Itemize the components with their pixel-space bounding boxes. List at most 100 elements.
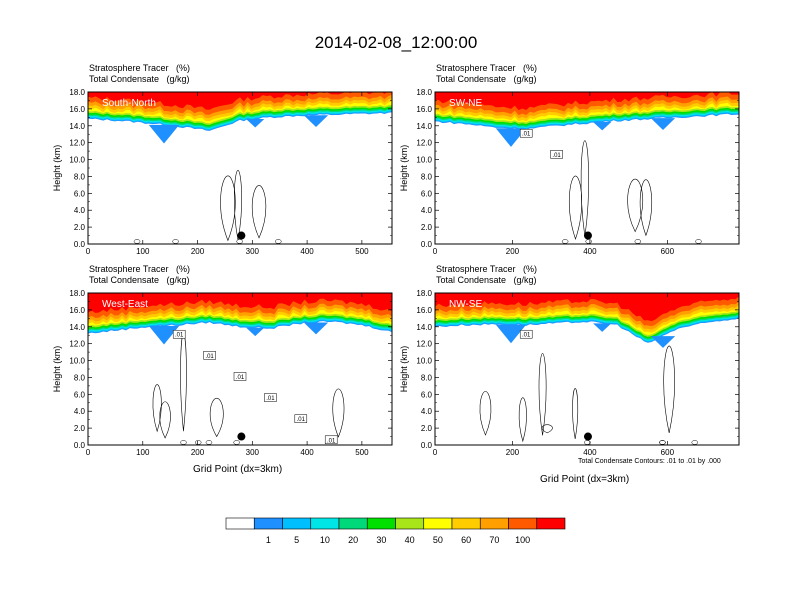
panel-3-subtitle-tracer: Stratosphere Tracer (%)	[89, 264, 191, 274]
y-tick-label: 18.0	[416, 88, 432, 97]
x-tick-label: 400	[300, 448, 314, 457]
y-tick-label: 6.0	[74, 189, 86, 198]
panel-3-subtitle-condensate: Total Condensate (g/kg)	[89, 275, 190, 285]
panel-3-plot: West-East .01 .01 .01 .01 .01 .01 0.0 2.0 4.0 6.0 8…	[52, 289, 393, 457]
y-tick-label: 2.0	[421, 424, 433, 433]
tracer-dip	[593, 121, 612, 131]
panel-4-label: NW-SE	[449, 299, 482, 310]
panel-3-header: Stratosphere Tracer (%) Total Condensate …	[89, 264, 190, 286]
panel-2-subtitle-condensate: Total Condensate (g/kg)	[436, 74, 537, 84]
y-tick-label: 10.0	[416, 156, 432, 165]
colorbar-level-label: 10	[319, 535, 330, 545]
condensate-contour	[479, 391, 492, 436]
colorbar-level-label: 30	[376, 535, 387, 545]
panel-4-subtitle-tracer: Stratosphere Tracer (%)	[436, 264, 538, 274]
condensate-contour	[663, 345, 675, 433]
contour-label: .01	[327, 438, 336, 444]
x-tick-label: 600	[661, 448, 675, 457]
panel-2-header: Stratosphere Tracer (%) Total Condensate …	[436, 63, 537, 85]
colorbar-level-label: 70	[489, 535, 500, 545]
contour-label-box	[294, 414, 308, 423]
colorbar-level-label: 100	[515, 535, 531, 545]
tracer-band	[435, 92, 739, 111]
x-tick-label: 300	[246, 247, 260, 256]
y-tick-label: 6.0	[421, 390, 433, 399]
panel-3-label: West-East	[102, 299, 148, 310]
location-marker	[237, 231, 246, 240]
y-tick-label: 8.0	[74, 373, 86, 382]
tracer-dip	[246, 119, 265, 128]
colorbar-level-label: 50	[432, 535, 443, 545]
condensate-contour	[585, 239, 592, 244]
panel-4-plot: NW-SE .01 0.0 2.0 4.0 6.0 8.0 10.0 12.0 14.0 16.0 1…	[399, 289, 740, 457]
condensate-contour	[627, 178, 643, 233]
tracer-dip	[650, 336, 676, 348]
figure-title: 2014-02-08_12:00:00	[314, 33, 478, 52]
tracer-dip	[303, 115, 329, 128]
condensate-contour	[236, 239, 243, 244]
y-tick-label: 6.0	[421, 189, 433, 198]
tracer-dip	[148, 124, 180, 144]
y-tick-label: 2.0	[74, 223, 86, 232]
colorbar-swatch	[423, 517, 453, 530]
tracer-dip	[303, 322, 329, 335]
contour-label: .01	[266, 396, 275, 402]
y-tick-label: 8.0	[74, 172, 86, 181]
x-tick-label: 500	[355, 247, 369, 256]
contour-label: .01	[236, 375, 245, 381]
y-tick-label: 12.0	[416, 340, 432, 349]
panel-4-field: NW-SE .01	[435, 293, 739, 445]
condensate-contour	[233, 440, 240, 445]
colorbar-swatch	[395, 517, 425, 530]
x-tick-label: 400	[300, 247, 314, 256]
colorbar-swatch	[536, 517, 566, 530]
x-tick-label: 200	[191, 247, 205, 256]
colorbar-level-label: 40	[404, 535, 415, 545]
panel-3-ylabel: Height (km)	[52, 346, 62, 393]
y-tick-label: 6.0	[74, 390, 86, 399]
x-tick-label: 200	[506, 448, 520, 457]
colorbar-level-label: 1	[265, 535, 271, 545]
y-tick-label: 16.0	[416, 306, 432, 315]
y-tick-label: 18.0	[69, 289, 85, 298]
condensate-contour	[205, 440, 213, 445]
tracer-band	[435, 293, 739, 322]
x-tick-label: 500	[355, 448, 369, 457]
y-tick-label: 14.0	[416, 122, 432, 131]
panel-2-ylabel: Height (km)	[399, 145, 409, 192]
panel-1-ylabel: Height (km)	[52, 145, 62, 192]
colorbar-swatch	[225, 517, 255, 530]
panel-3-field: West-East .01 .01 .01 .01 .01 .01	[88, 293, 392, 445]
y-tick-label: 4.0	[74, 407, 86, 416]
condensate-contour	[634, 239, 642, 244]
contour-note: Total Condensate Contours: .01 to .01 by…	[578, 458, 721, 465]
condensate-contour	[220, 175, 236, 242]
y-tick-label: 10.0	[416, 357, 432, 366]
y-tick-label: 18.0	[416, 289, 432, 298]
contour-label: .01	[297, 417, 306, 423]
condensate-contour	[152, 384, 162, 433]
y-tick-label: 4.0	[421, 206, 433, 215]
condensate-contour	[541, 424, 553, 434]
condensate-contour	[275, 239, 282, 244]
condensate-contour	[172, 239, 179, 244]
contour-label-box	[233, 372, 247, 381]
contour-label-box	[264, 393, 277, 402]
colorbar-swatch	[366, 517, 396, 530]
x-tick-label: 100	[136, 448, 150, 457]
contour-label-box	[550, 150, 563, 159]
x-tick-label: 300	[246, 448, 260, 457]
condensate-contour	[209, 397, 224, 438]
panel-2-label: SW-NE	[449, 98, 482, 109]
y-tick-label: 14.0	[416, 323, 432, 332]
y-tick-label: 8.0	[421, 172, 433, 181]
condensate-contour	[194, 440, 202, 445]
contour-label: .01	[175, 333, 184, 339]
x-tick-label: 600	[661, 247, 675, 256]
y-tick-label: 14.0	[69, 323, 85, 332]
tracer-dip	[495, 324, 527, 344]
y-tick-label: 0.0	[421, 441, 433, 450]
tracer-dip	[148, 325, 180, 345]
colorbar-swatch	[282, 517, 312, 530]
